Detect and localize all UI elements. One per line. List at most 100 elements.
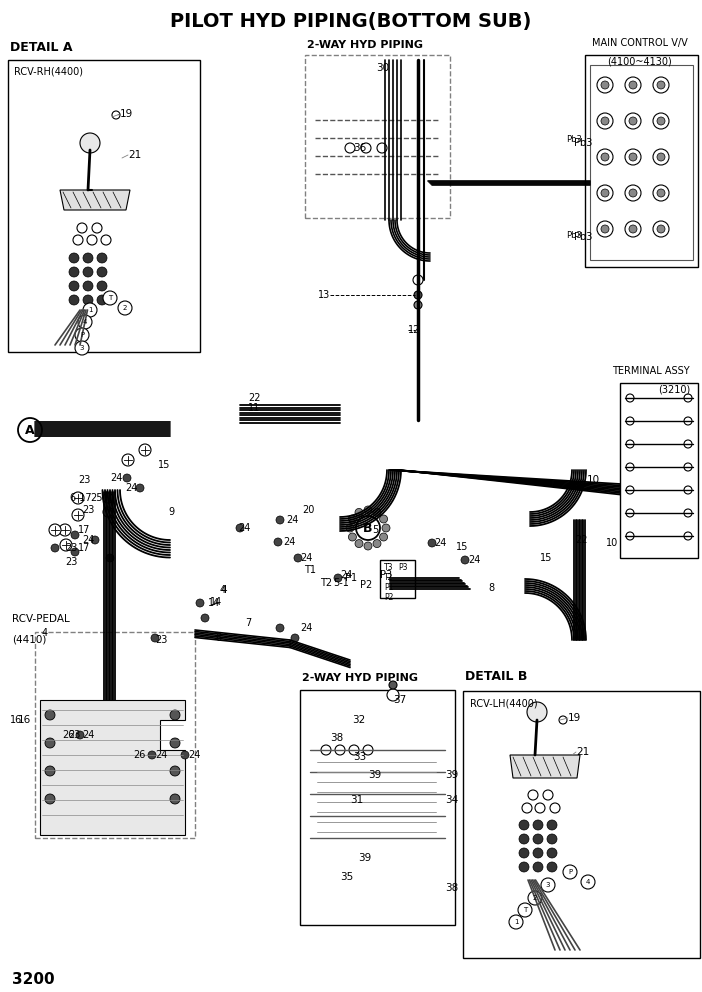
Text: 24: 24 bbox=[286, 515, 298, 525]
Circle shape bbox=[201, 614, 209, 622]
Circle shape bbox=[522, 803, 532, 813]
Circle shape bbox=[170, 794, 180, 804]
Circle shape bbox=[684, 532, 692, 540]
Text: 23: 23 bbox=[65, 543, 77, 553]
Text: 7: 7 bbox=[245, 618, 251, 628]
Circle shape bbox=[97, 295, 107, 305]
Circle shape bbox=[101, 235, 111, 245]
Circle shape bbox=[334, 574, 342, 582]
Circle shape bbox=[139, 444, 151, 456]
Circle shape bbox=[597, 185, 613, 201]
Text: MAIN CONTROL V/V: MAIN CONTROL V/V bbox=[592, 38, 688, 48]
Circle shape bbox=[519, 834, 529, 844]
Text: 33: 33 bbox=[353, 752, 366, 762]
Text: 24: 24 bbox=[434, 538, 446, 548]
Text: T3: T3 bbox=[384, 562, 394, 571]
Text: 4: 4 bbox=[83, 319, 87, 325]
Circle shape bbox=[559, 716, 567, 724]
Text: PILOT HYD PIPING(BOTTOM SUB): PILOT HYD PIPING(BOTTOM SUB) bbox=[171, 13, 531, 32]
Circle shape bbox=[97, 253, 107, 263]
Text: 10: 10 bbox=[606, 538, 618, 548]
Circle shape bbox=[361, 143, 371, 153]
Circle shape bbox=[294, 554, 302, 562]
Text: 14: 14 bbox=[210, 597, 223, 607]
Circle shape bbox=[380, 533, 388, 541]
Text: 24: 24 bbox=[468, 555, 480, 565]
Text: 37: 37 bbox=[393, 695, 406, 705]
Text: DETAIL A: DETAIL A bbox=[10, 41, 72, 54]
Circle shape bbox=[45, 766, 55, 776]
Text: 2-WAY HYD PIPING: 2-WAY HYD PIPING bbox=[307, 40, 423, 50]
Circle shape bbox=[541, 878, 555, 892]
Circle shape bbox=[148, 751, 156, 759]
Circle shape bbox=[335, 745, 345, 755]
Circle shape bbox=[629, 189, 637, 197]
Circle shape bbox=[136, 484, 144, 492]
Text: P2: P2 bbox=[360, 580, 372, 590]
Text: 25: 25 bbox=[90, 493, 102, 503]
Circle shape bbox=[97, 281, 107, 291]
Circle shape bbox=[364, 542, 372, 550]
Circle shape bbox=[657, 117, 665, 125]
Circle shape bbox=[626, 394, 634, 402]
Circle shape bbox=[377, 143, 387, 153]
Circle shape bbox=[601, 117, 609, 125]
Circle shape bbox=[543, 790, 553, 800]
Circle shape bbox=[601, 153, 609, 161]
Bar bbox=[300, 690, 455, 925]
Circle shape bbox=[684, 394, 692, 402]
Text: 30: 30 bbox=[376, 63, 390, 73]
Text: 5: 5 bbox=[372, 525, 378, 535]
Circle shape bbox=[657, 225, 665, 233]
Circle shape bbox=[657, 81, 665, 89]
Circle shape bbox=[601, 189, 609, 197]
Text: 24: 24 bbox=[125, 483, 138, 493]
Text: Pb3: Pb3 bbox=[566, 136, 582, 145]
Text: 24: 24 bbox=[283, 537, 296, 547]
Circle shape bbox=[533, 848, 543, 858]
Text: 16: 16 bbox=[18, 715, 32, 725]
Text: 15: 15 bbox=[158, 460, 171, 470]
Text: A: A bbox=[25, 424, 35, 436]
Text: P1: P1 bbox=[384, 582, 393, 591]
Circle shape bbox=[276, 624, 284, 632]
Circle shape bbox=[597, 221, 613, 237]
Circle shape bbox=[151, 634, 159, 642]
Text: 38: 38 bbox=[445, 883, 458, 893]
Circle shape bbox=[629, 117, 637, 125]
Text: 4: 4 bbox=[220, 585, 226, 595]
Circle shape bbox=[69, 267, 79, 277]
Circle shape bbox=[653, 221, 669, 237]
Text: 24: 24 bbox=[300, 623, 312, 633]
Bar bbox=[35, 632, 195, 838]
Text: Pb3: Pb3 bbox=[574, 232, 592, 242]
Circle shape bbox=[684, 509, 692, 517]
Circle shape bbox=[518, 903, 532, 917]
Text: 20: 20 bbox=[302, 505, 314, 515]
Circle shape bbox=[373, 540, 381, 548]
Circle shape bbox=[597, 149, 613, 165]
Circle shape bbox=[170, 738, 180, 748]
Circle shape bbox=[625, 113, 641, 129]
Circle shape bbox=[106, 554, 114, 562]
Text: 24: 24 bbox=[82, 535, 94, 545]
Circle shape bbox=[684, 440, 692, 448]
Circle shape bbox=[59, 524, 71, 536]
Text: 13: 13 bbox=[318, 290, 330, 300]
Text: 24: 24 bbox=[155, 750, 167, 760]
Circle shape bbox=[75, 341, 89, 355]
Circle shape bbox=[349, 745, 359, 755]
Text: 6 17: 6 17 bbox=[70, 493, 92, 503]
Circle shape bbox=[348, 515, 357, 523]
Text: 17: 17 bbox=[78, 525, 91, 535]
Text: 16: 16 bbox=[10, 715, 22, 725]
Circle shape bbox=[83, 267, 93, 277]
Text: 19: 19 bbox=[568, 713, 581, 723]
Circle shape bbox=[276, 516, 284, 524]
Circle shape bbox=[103, 291, 117, 305]
Text: 38: 38 bbox=[330, 733, 343, 743]
Circle shape bbox=[535, 803, 545, 813]
Text: 3200: 3200 bbox=[12, 972, 55, 987]
Text: 21: 21 bbox=[576, 747, 589, 757]
Circle shape bbox=[653, 149, 669, 165]
